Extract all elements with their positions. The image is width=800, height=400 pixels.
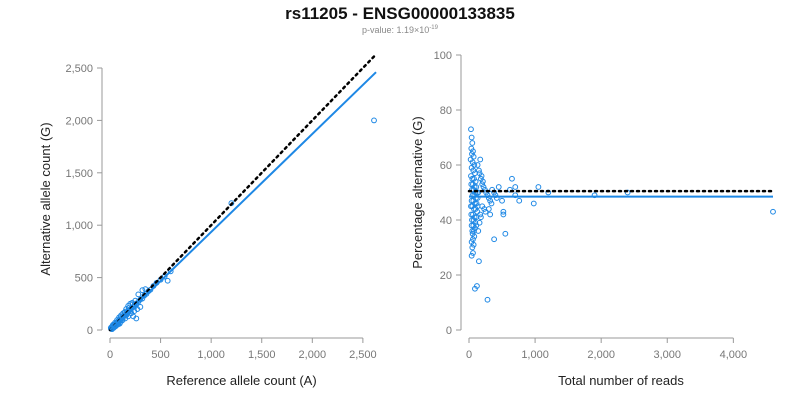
x-tick-label: 0	[466, 349, 472, 361]
y-tick-label: 2,000	[65, 115, 93, 127]
data-point	[468, 134, 475, 141]
data-point	[479, 181, 486, 188]
scatter-plot-percentage-alternative: 0 1,000 2,000 3,000 4,000 0 20 40 60 80 100 Total n…	[410, 50, 776, 388]
data-point	[470, 236, 476, 243]
y-tick-label: 2,500	[65, 63, 93, 75]
data-point	[495, 184, 502, 190]
reference-line	[108, 53, 378, 332]
data-point	[500, 208, 507, 215]
y-tick-label: 1,000	[65, 220, 93, 232]
fit-line	[109, 71, 377, 331]
data-point	[477, 156, 484, 163]
data-point	[475, 228, 482, 234]
data-point	[509, 175, 515, 182]
data-point	[469, 244, 476, 251]
x-tick-label: 1,000	[197, 349, 225, 361]
data-point	[139, 287, 146, 294]
y-axis-label: Alternative allele count (G)	[38, 122, 53, 275]
y-tick-label: 40	[440, 215, 452, 227]
data-point	[535, 184, 542, 190]
data-point	[468, 126, 474, 133]
data-point	[487, 197, 494, 204]
data-point	[476, 167, 482, 174]
data-point	[591, 192, 598, 199]
x-tick-label: 1,500	[248, 349, 276, 361]
y-tick-label: 0	[446, 325, 452, 337]
data-point	[470, 241, 477, 248]
y-tick-label: 1,500	[65, 168, 93, 180]
data-point	[133, 315, 140, 322]
data-point	[469, 228, 476, 234]
x-tick-label: 4,000	[720, 349, 748, 361]
data-point	[478, 173, 485, 179]
data-point	[481, 186, 488, 193]
data-point	[470, 250, 476, 256]
x-tick-label: 3,000	[653, 349, 681, 361]
data-point	[530, 200, 537, 207]
y-tick-label: 0	[87, 325, 93, 337]
y-tick-label: 20	[440, 270, 452, 282]
data-point	[488, 200, 495, 207]
p-value-text: p-value: 1.19×10	[362, 25, 430, 35]
scatter-plot-allele-counts: 0 500 1,000 1,500 2,000 2,500 0 500 1,000 1,500 2,…	[38, 53, 378, 388]
data-point	[474, 162, 481, 168]
data-point	[512, 192, 519, 199]
x-axis-label: Total number of reads	[558, 373, 684, 388]
data-point	[473, 200, 480, 207]
y-tick-label: 60	[440, 160, 452, 172]
data-point	[516, 197, 523, 204]
data-point	[483, 189, 490, 196]
data-point	[500, 211, 507, 218]
data-point	[469, 140, 476, 146]
data-point	[499, 197, 505, 204]
data-point	[493, 195, 500, 201]
data-point	[137, 304, 144, 310]
data-point	[471, 228, 477, 234]
data-point	[485, 206, 492, 212]
data-point	[474, 195, 481, 201]
data-point	[475, 189, 482, 196]
data-point	[485, 195, 492, 201]
x-tick-label: 2,500	[349, 349, 377, 361]
data-point	[476, 219, 483, 226]
data-point	[474, 203, 481, 210]
data-point	[512, 184, 519, 190]
x-tick-label: 2,000	[587, 349, 615, 361]
p-value-exponent: -19	[429, 25, 438, 31]
data-point	[371, 117, 377, 124]
data-point	[471, 233, 478, 240]
chart-subtitle: p-value: 1.19×10-19	[0, 25, 800, 35]
data-point	[477, 211, 484, 218]
data-point	[477, 214, 484, 221]
x-tick-label: 0	[107, 349, 113, 361]
data-point	[507, 186, 513, 193]
data-point	[492, 192, 499, 199]
data-point	[480, 184, 487, 190]
chart-title: rs11205 - ENSG00000133835	[285, 4, 515, 23]
data-point	[468, 252, 475, 259]
data-point	[474, 283, 480, 289]
x-tick-label: 500	[151, 349, 169, 361]
data-point	[135, 291, 142, 298]
data-point	[487, 211, 494, 218]
data-point	[502, 230, 509, 237]
data-point	[770, 208, 776, 215]
y-tick-label: 100	[434, 50, 452, 62]
data-point	[484, 296, 491, 303]
x-tick-label: 2,000	[299, 349, 327, 361]
data-point	[476, 258, 482, 265]
data-point	[491, 236, 498, 243]
y-tick-label: 500	[75, 273, 93, 285]
x-axis-label: Reference allele count (A)	[166, 373, 316, 388]
x-tick-label: 1,000	[521, 349, 549, 361]
data-point	[164, 277, 171, 284]
data-point	[484, 192, 491, 199]
data-point	[479, 178, 486, 185]
data-point	[470, 148, 476, 155]
y-axis-label: Percentage alternative (G)	[410, 116, 425, 268]
y-tick-label: 80	[440, 105, 452, 117]
